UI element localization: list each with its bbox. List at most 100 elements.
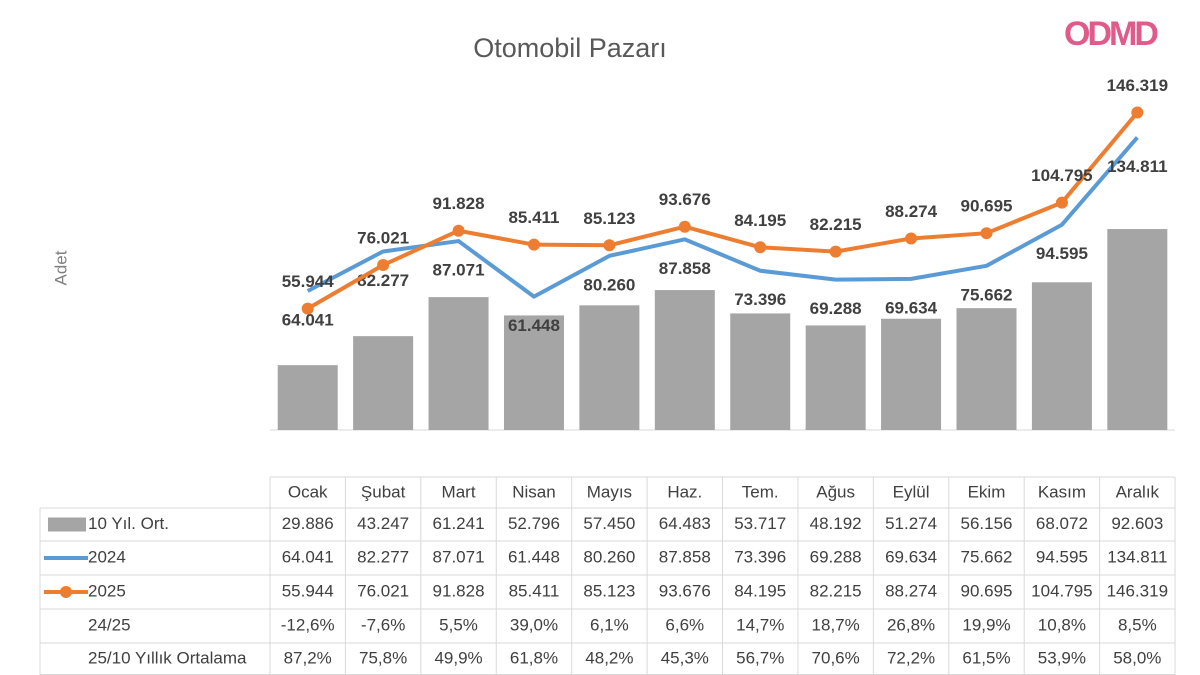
chart-title: Otomobil Pazarı [473,33,667,63]
x-tick-label: Kasım [1038,482,1086,501]
table-cell: 134.811 [1107,547,1167,566]
x-tick-label: Mart [442,482,476,501]
y-axis-label: Adet [51,250,70,285]
x-tick-label: Haz. [667,482,702,501]
row-label: 25/10 Yıllık Ortalama [88,648,247,667]
table-cell: 49,9% [434,648,482,667]
legend-label: 10 Yıl. Ort. [88,514,169,533]
x-tick-label: Ağus [816,482,855,501]
legend-label: 2025 [88,581,126,600]
table-cell: 92.603 [1111,514,1163,533]
legend-label: 2024 [88,547,126,566]
table-cell: 69.634 [885,547,937,566]
table-cell: 70,6% [812,648,860,667]
row-label: 24/25 [88,615,131,634]
table-cell: 52.796 [508,514,560,533]
logo: ODMD [1064,15,1158,53]
data-label: 88.274 [885,202,938,221]
table-cell: 85.411 [509,581,560,600]
data-label: 146.319 [1107,76,1168,95]
data-label: 55.944 [282,272,335,291]
marker [301,302,314,315]
table-cell: 19,9% [962,615,1010,634]
table-cell: 10,8% [1038,615,1086,634]
data-label: 69.634 [885,298,938,317]
table-cell: 69.288 [810,547,862,566]
data-label: 90.695 [960,197,1012,216]
data-label: 61.448 [508,316,560,335]
table-cell: 84.195 [734,581,786,600]
data-label: 85.123 [583,209,635,228]
table-cell: 82.215 [810,581,862,600]
table-cell: 82.277 [357,547,409,566]
x-tick-label: Eylül [893,482,930,501]
data-label: 64.041 [282,311,334,330]
table-cell: 90.695 [960,581,1012,600]
table-cell: 56.156 [960,514,1012,533]
table-cell: 91.828 [433,581,485,600]
x-tick-label: Mayıs [587,482,632,501]
table-cell: 6,6% [665,615,704,634]
marker [527,238,540,251]
marker [678,220,691,233]
bar [353,336,414,430]
table-cell: 85.123 [583,581,635,600]
table-cell: 6,1% [590,615,629,634]
table-cell: 53,9% [1038,648,1086,667]
x-tick-label: Ocak [288,482,328,501]
bar [654,290,715,430]
marker [905,232,918,245]
bar [956,308,1017,430]
table-cell: -12,6% [281,615,335,634]
table-cell: 5,5% [439,615,478,634]
table-cell: 76.021 [357,581,409,600]
bar [730,313,791,430]
data-label: 104.795 [1031,166,1092,185]
marker [980,227,993,240]
table-cell: -7,6% [361,615,405,634]
marker [452,224,465,237]
table-cell: 61.241 [433,514,485,533]
table-cell: 48,2% [585,648,633,667]
data-label: 73.396 [734,290,786,309]
bar [881,318,942,430]
table-cell: 8,5% [1118,615,1157,634]
bar [503,315,564,430]
table-cell: 39,0% [510,615,558,634]
marker [603,239,616,252]
x-tick-label: Nisan [512,482,555,501]
table-cell: 53.717 [734,514,786,533]
table-cell: 48.192 [810,514,862,533]
line [306,111,1139,311]
legend-swatch [48,517,86,532]
table-cell: 73.396 [734,547,786,566]
bar [805,325,866,430]
table-cell: 57.450 [583,514,635,533]
table-cell: 61.448 [508,547,560,566]
bar [1031,282,1092,430]
data-label: 87.858 [659,259,711,278]
table-cell: 61,8% [510,648,558,667]
marker [754,241,767,254]
bar [277,365,338,430]
table-cell: 75.662 [960,547,1012,566]
data-label: 94.595 [1036,244,1088,263]
marker [829,245,842,258]
data-label: 93.676 [659,190,711,209]
bar [1107,229,1168,430]
bar [428,297,489,430]
table-cell: 51.274 [885,514,937,533]
table-cell: 94.595 [1036,547,1088,566]
data-label: 134.811 [1107,157,1168,176]
x-tick-label: Tem. [742,482,779,501]
data-label: 75.662 [960,285,1012,304]
marker [1131,106,1144,119]
x-tick-label: Aralık [1116,482,1160,501]
table-cell: 55.944 [282,581,334,600]
table-cell: 87.858 [659,547,711,566]
table-cell: 43.247 [357,514,409,533]
table-cell: 61,5% [962,648,1010,667]
table-cell: 72,2% [887,648,935,667]
table-cell: 29.886 [282,514,334,533]
table-cell: 64.041 [282,547,334,566]
